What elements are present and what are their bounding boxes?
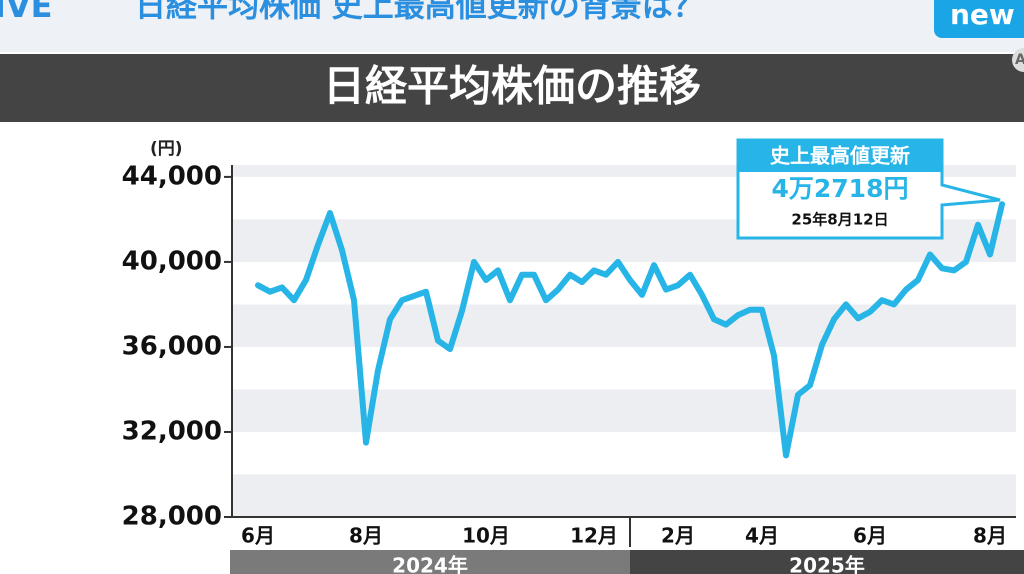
y-unit: (円) bbox=[150, 139, 183, 159]
annotation: 史上最高値更新 4万2718円 25年8月12日 bbox=[736, 138, 1001, 240]
live-label: IVE bbox=[0, 0, 53, 25]
stripe bbox=[232, 474, 1016, 517]
headline: 日経平均株価 史上最高値更新の背景は？ bbox=[135, 0, 704, 25]
stripe bbox=[232, 304, 1016, 347]
annotation-value: 4万2718円 bbox=[772, 174, 909, 203]
x-tick-label: 2月 bbox=[661, 524, 695, 548]
y-tick-label: 44,000 bbox=[122, 161, 222, 191]
year-label: 2024年 bbox=[392, 554, 468, 574]
x-tick-label: 12月 bbox=[570, 524, 618, 548]
y-tick-label: 28,000 bbox=[122, 502, 222, 532]
annotation-date: 25年8月12日 bbox=[791, 211, 888, 229]
stripe bbox=[232, 165, 1016, 177]
logo-box bbox=[934, 0, 1024, 38]
plot: 28,000 32,000 36,000 40,000 44,000 6月 8月 10月 12月… bbox=[122, 161, 1024, 574]
x-tick-label: 4月 bbox=[745, 524, 779, 548]
annotation-title: 史上最高値更新 bbox=[770, 144, 910, 168]
corner-icon bbox=[1012, 48, 1024, 72]
x-tick-label: 10月 bbox=[462, 524, 510, 548]
y-tick-label: 40,000 bbox=[122, 246, 222, 276]
corner-label: A bbox=[1015, 52, 1024, 68]
header-band bbox=[0, 0, 1024, 52]
x-tick-label: 6月 bbox=[853, 524, 887, 548]
y-tick-label: 32,000 bbox=[122, 416, 222, 446]
x-tick-label: 8月 bbox=[349, 524, 383, 548]
logo: new bbox=[950, 0, 1015, 31]
price-line bbox=[255, 201, 1005, 459]
y-tick-label: 36,000 bbox=[122, 331, 222, 361]
stripe bbox=[232, 389, 1016, 432]
year-band bbox=[630, 550, 1024, 574]
title-band bbox=[0, 54, 1024, 122]
annotation-header bbox=[738, 140, 942, 172]
year-band bbox=[230, 550, 630, 574]
x-tick-label: 6月 bbox=[241, 524, 275, 548]
x-tick-label: 8月 bbox=[973, 524, 1007, 548]
year-label: 2025年 bbox=[789, 554, 865, 574]
chart-title: 日経平均株価の推移 bbox=[323, 62, 701, 111]
